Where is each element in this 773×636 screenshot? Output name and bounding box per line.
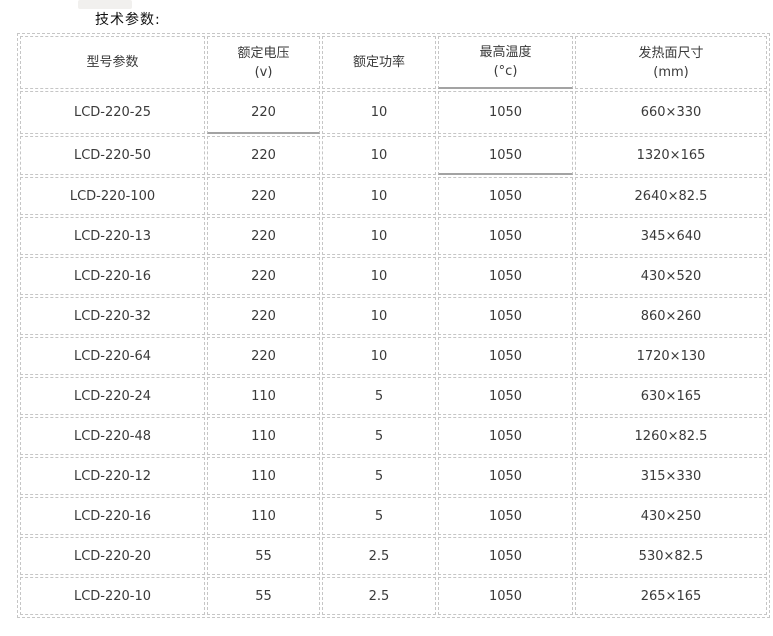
cell-model: LCD-220-13 [20,217,205,255]
header-voltage: 额定电压 (v) [207,36,320,89]
table-row: LCD-220-12 110 5 1050 315×330 [20,457,767,495]
cell-power: 10 [322,257,436,295]
cell-dimensions: 630×165 [575,377,767,415]
cell-model: LCD-220-12 [20,457,205,495]
spec-table: 型号参数 额定电压 (v) 额定功率 最高温度 (°c) 发热面尺寸 ( [17,33,770,618]
cell-dimensions: 430×520 [575,257,767,295]
cell-power: 5 [322,457,436,495]
table-row: LCD-220-25 220 10 1050 660×330 [20,91,767,134]
cell-model: LCD-220-16 [20,257,205,295]
cell-dimensions: 315×330 [575,457,767,495]
cell-power: 5 [322,497,436,535]
cell-model: LCD-220-32 [20,297,205,335]
cell-voltage: 110 [207,497,320,535]
cell-temperature: 1050 [438,417,573,455]
cell-model: LCD-220-100 [20,177,205,215]
cell-power: 2.5 [322,577,436,615]
cell-dimensions: 660×330 [575,91,767,134]
cell-voltage: 220 [207,177,320,215]
cell-temperature: 1050 [438,136,573,175]
cell-dimensions: 1320×165 [575,136,767,175]
cell-dimensions: 1260×82.5 [575,417,767,455]
cell-voltage: 110 [207,457,320,495]
table-row: LCD-220-13 220 10 1050 345×640 [20,217,767,255]
table-row: LCD-220-10 55 2.5 1050 265×165 [20,577,767,615]
page-title: 技术参数: [95,12,161,28]
cell-dimensions: 2640×82.5 [575,177,767,215]
cell-voltage: 55 [207,537,320,575]
cell-power: 2.5 [322,537,436,575]
table-row: LCD-220-16 220 10 1050 430×520 [20,257,767,295]
cell-voltage: 220 [207,257,320,295]
cell-model: LCD-220-16 [20,497,205,535]
cell-voltage: 220 [207,297,320,335]
table-row: LCD-220-32 220 10 1050 860×260 [20,297,767,335]
cell-voltage: 220 [207,337,320,375]
cell-model: LCD-220-48 [20,417,205,455]
header-temperature-unit: (°c) [493,64,518,79]
header-power-label: 额定功率 [352,55,405,70]
cell-temperature: 1050 [438,217,573,255]
cell-temperature: 1050 [438,177,573,215]
cell-temperature: 1050 [438,297,573,335]
header-temperature: 最高温度 (°c) [438,36,573,89]
header-dimensions: 发热面尺寸 (mm) [575,36,767,89]
header-dimensions-unit: (mm) [653,64,689,80]
table-row: LCD-220-16 110 5 1050 430×250 [20,497,767,535]
table-row: LCD-220-64 220 10 1050 1720×130 [20,337,767,375]
cell-temperature: 1050 [438,497,573,535]
cell-dimensions: 860×260 [575,297,767,335]
cell-dimensions: 345×640 [575,217,767,255]
header-model: 型号参数 [20,36,205,89]
cell-power: 5 [322,417,436,455]
cell-dimensions: 265×165 [575,577,767,615]
cell-voltage: 55 [207,577,320,615]
header-dimensions-label: 发热面尺寸 [638,45,704,61]
cell-temperature: 1050 [438,457,573,495]
cell-model: LCD-220-24 [20,377,205,415]
cell-power: 10 [322,177,436,215]
cell-power: 10 [322,297,436,335]
cell-dimensions: 430×250 [575,497,767,535]
table-row: LCD-220-48 110 5 1050 1260×82.5 [20,417,767,455]
cell-power: 5 [322,377,436,415]
cell-model: LCD-220-50 [20,136,205,175]
table-row: LCD-220-100 220 10 1050 2640×82.5 [20,177,767,215]
cell-model: LCD-220-64 [20,337,205,375]
cell-dimensions: 1720×130 [575,337,767,375]
cell-dimensions: 530×82.5 [575,537,767,575]
cell-voltage: 220 [207,136,320,175]
cell-model: LCD-220-20 [20,537,205,575]
cell-voltage: 110 [207,377,320,415]
cell-temperature: 1050 [438,537,573,575]
cell-voltage: 220 [207,91,320,134]
cell-temperature: 1050 [438,91,573,134]
cell-temperature: 1050 [438,377,573,415]
header-voltage-unit: (v) [254,64,273,80]
artifact-smudge [78,0,132,9]
table-header-row: 型号参数 额定电压 (v) 额定功率 最高温度 (°c) 发热面尺寸 ( [20,36,767,89]
table-row: LCD-220-24 110 5 1050 630×165 [20,377,767,415]
cell-temperature: 1050 [438,337,573,375]
cell-model: LCD-220-10 [20,577,205,615]
cell-power: 10 [322,136,436,175]
cell-model: LCD-220-25 [20,91,205,134]
header-temperature-label: 最高温度 [479,45,532,60]
cell-voltage: 220 [207,217,320,255]
header-model-label: 型号参数 [86,55,139,70]
cell-temperature: 1050 [438,257,573,295]
table-row: LCD-220-50 220 10 1050 1320×165 [20,136,767,175]
cell-voltage: 110 [207,417,320,455]
cell-power: 10 [322,91,436,134]
cell-power: 10 [322,217,436,255]
table-row: LCD-220-20 55 2.5 1050 530×82.5 [20,537,767,575]
cell-temperature: 1050 [438,577,573,615]
cell-power: 10 [322,337,436,375]
header-voltage-label: 额定电压 [237,45,290,61]
header-power: 额定功率 [322,36,436,89]
